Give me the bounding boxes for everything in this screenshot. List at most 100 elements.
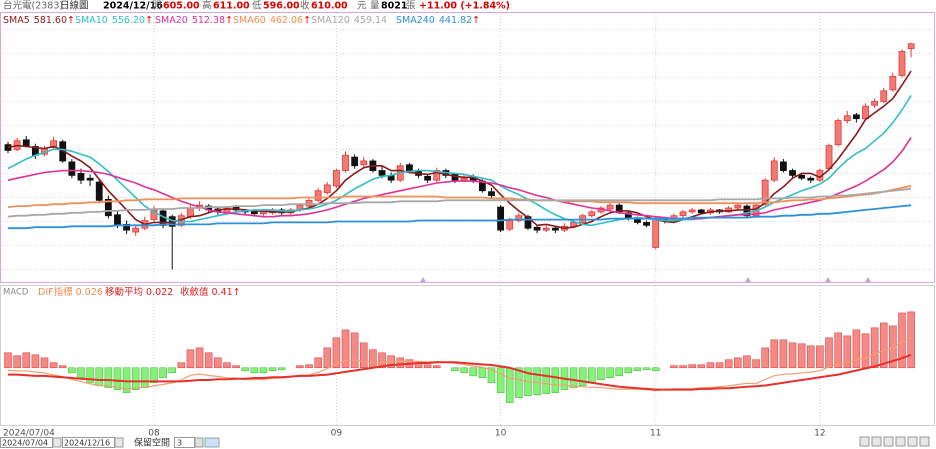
osc-bar: [496, 367, 505, 394]
dif-line: [7, 337, 912, 392]
legend-trend: ↑: [472, 15, 480, 26]
volume-unit: 張: [406, 1, 416, 12]
event-marker: [865, 277, 871, 282]
osc-bar: [332, 337, 341, 369]
osc-bar: [131, 367, 140, 391]
legend-value: 459.14: [354, 15, 387, 26]
candle-body: [606, 204, 614, 210]
osc-bar: [879, 322, 888, 369]
candle-body: [889, 76, 897, 91]
osc-bar: [806, 345, 815, 369]
osc-bar: [305, 364, 313, 369]
candle-body: [834, 120, 842, 146]
tool-icon[interactable]: [859, 436, 870, 447]
osc-bar: [214, 357, 222, 369]
legend-entry: SMA60 462.06↑: [233, 15, 311, 26]
x-tick-label: 2024/07/04: [3, 429, 55, 439]
candle-body: [405, 164, 413, 171]
legend-name: SMA240: [396, 15, 435, 26]
tool-icon[interactable]: [883, 436, 894, 447]
osc-bar: [697, 364, 706, 369]
sma-line: [7, 94, 912, 227]
sma-line: [7, 137, 912, 220]
macd-legend-value: 0.022: [146, 287, 173, 298]
candle-body: [533, 226, 541, 231]
candle-body: [333, 170, 340, 187]
tool-icon[interactable]: [907, 436, 918, 447]
osc-bar: [341, 329, 350, 369]
legend-entry: SMA20 512.38↑: [155, 15, 233, 26]
candle-body: [424, 175, 432, 181]
start-date-dropdown[interactable]: [52, 437, 62, 448]
candle-body: [250, 211, 258, 215]
osc-bar: [423, 364, 432, 369]
end-date: 2024/12/16: [64, 439, 110, 448]
osc-bar: [104, 367, 113, 388]
reserve-label: 保留空間: [134, 437, 170, 449]
tool-icon[interactable]: [871, 436, 882, 447]
osc-bar: [95, 367, 104, 387]
signal-line: [8, 353, 912, 391]
candle-body: [187, 207, 194, 218]
apply-button[interactable]: [204, 437, 220, 448]
osc-bar: [733, 357, 742, 369]
osc-bar: [779, 339, 788, 369]
x-tick-label: 11: [650, 429, 661, 439]
change: +11.00 (+1.84%): [419, 1, 510, 12]
end-date-dropdown[interactable]: [114, 437, 124, 448]
candle-body: [907, 43, 915, 49]
osc-bar: [232, 365, 240, 369]
candle-body: [852, 114, 860, 120]
sma-line: [8, 204, 912, 230]
osc-bar: [870, 327, 879, 369]
volume: 8021: [381, 1, 407, 12]
x-tick-label: 08: [148, 429, 160, 439]
close-label: 收: [300, 0, 310, 12]
open: 605.00: [163, 1, 200, 12]
sma-line: [7, 185, 912, 208]
osc-bar: [825, 337, 833, 369]
osc-bar: [515, 367, 523, 399]
candle-body: [378, 170, 386, 176]
legend-value: 441.82: [439, 15, 472, 26]
sma-line: [7, 70, 912, 229]
osc-bar: [323, 347, 332, 369]
osc-bar: [834, 332, 842, 369]
osc-bar: [13, 355, 21, 369]
event-marker: [420, 277, 426, 282]
candle-body: [506, 220, 514, 230]
osc-bar: [268, 367, 277, 372]
high-label: 高: [202, 0, 212, 12]
osc-bar: [195, 347, 204, 369]
osc-bar: [469, 367, 478, 377]
osc-bar: [241, 367, 249, 372]
legend-trend: ↑: [67, 15, 75, 26]
legend-entry: SMA240 441.82↑: [396, 15, 480, 26]
reserve-spin[interactable]: [194, 437, 204, 448]
candle-body: [789, 170, 796, 176]
high: 611.00: [213, 1, 250, 12]
osc-bar: [679, 365, 687, 369]
osc-bar: [49, 362, 58, 369]
event-marker: [825, 277, 831, 282]
macd-legend-value: 0.026: [76, 287, 103, 298]
x-tick-label: 12: [814, 429, 825, 439]
osc-bar: [396, 357, 405, 369]
tool-icon[interactable]: [895, 436, 906, 447]
candle-body: [515, 215, 523, 221]
osc-bar: [852, 329, 861, 369]
osc-bar: [369, 349, 377, 369]
candle-body: [22, 139, 30, 146]
osc-bar: [788, 342, 797, 369]
osc-bar: [77, 367, 85, 379]
candle-body: [615, 204, 623, 213]
osc-bar: [159, 367, 167, 379]
candle-body: [123, 223, 130, 231]
price-panel-border: [0, 12, 935, 283]
osc-bar: [141, 367, 149, 388]
tool-icon[interactable]: [919, 436, 930, 447]
candle-body: [323, 184, 331, 194]
osc-bar: [861, 333, 870, 369]
osc-bar: [487, 367, 496, 384]
